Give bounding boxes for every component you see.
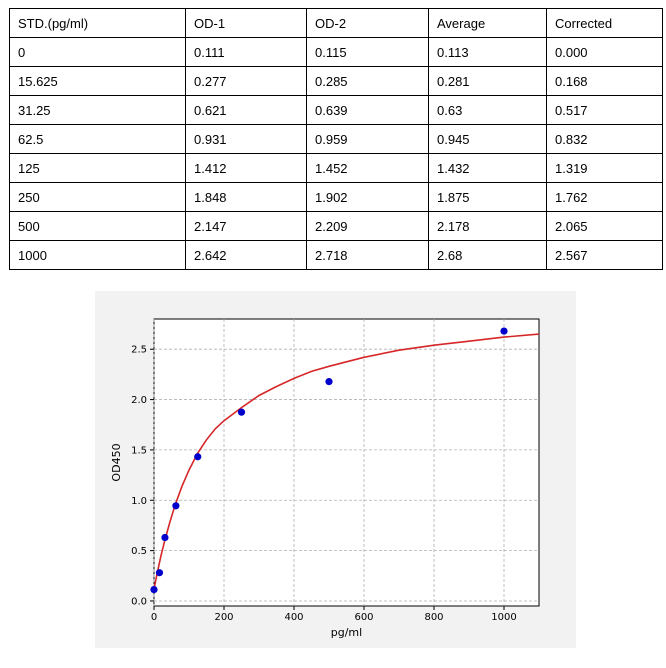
table-row: 125 1.412 1.452 1.432 1.319 <box>9 153 663 183</box>
x-tick-label: 0 <box>151 612 157 623</box>
data-point <box>172 502 180 510</box>
data-point <box>500 327 508 335</box>
table-cell: 0.115 <box>306 37 429 67</box>
table-cell: 0.517 <box>546 95 663 125</box>
table-cell: 2.567 <box>546 240 663 270</box>
table-cell: 0.285 <box>306 66 429 96</box>
table-cell: 1.412 <box>185 153 307 183</box>
y-tick-label: 1.0 <box>131 496 147 507</box>
fit-curve <box>153 333 540 590</box>
table-row: 31.25 0.621 0.639 0.63 0.517 <box>9 95 663 125</box>
table-cell: 2.147 <box>185 211 307 241</box>
x-axis-label: pg/ml <box>331 626 362 639</box>
table-header-row: STD.(pg/ml) OD-1 OD-2 Average Corrected <box>9 8 663 38</box>
grid-lines <box>153 319 539 606</box>
table-cell: 2.642 <box>185 240 307 270</box>
table-cell: 500 <box>9 211 186 241</box>
table-cell: 15.625 <box>9 66 186 96</box>
table-cell: 1000 <box>9 240 186 270</box>
y-tick-label: 0.5 <box>131 546 147 557</box>
table-cell: 0.931 <box>185 124 307 154</box>
x-tick-label: 800 <box>424 612 443 623</box>
data-point <box>237 408 246 416</box>
table-cell: 0 <box>9 37 186 67</box>
x-tick-label: 1000 <box>491 612 516 623</box>
table-cell: 0.639 <box>306 95 429 125</box>
standard-curve-chart: 0 200 400 600 800 1000 0.0 0.5 1.0 1.5 2.0 2.5 pg/m… <box>110 318 540 639</box>
data-point <box>194 453 202 461</box>
table-row: 1000 2.642 2.718 2.68 2.567 <box>9 240 663 270</box>
data-point <box>150 585 158 594</box>
table-row: 15.625 0.277 0.285 0.281 0.168 <box>9 66 663 96</box>
table-cell: 1.762 <box>546 182 663 212</box>
table-cell: 250 <box>9 182 186 212</box>
plot-area <box>153 318 540 607</box>
table-cell: 62.5 <box>9 124 186 154</box>
y-tick-label: 1.5 <box>131 445 147 456</box>
data-points <box>150 327 508 594</box>
x-tick-label: 200 <box>214 612 233 623</box>
column-header: Corrected <box>546 8 663 38</box>
table-cell: 2.68 <box>428 240 547 270</box>
x-tick-label: 400 <box>284 612 303 623</box>
table-cell: 2.718 <box>306 240 429 270</box>
chart-panel: 0 200 400 600 800 1000 0.0 0.5 1.0 1.5 2.0 2.5 pg/m… <box>95 291 576 648</box>
table-cell: 2.209 <box>306 211 429 241</box>
table-cell: 0.959 <box>306 124 429 154</box>
table-cell: 0.945 <box>428 124 547 154</box>
table-cell: 0.000 <box>546 37 663 67</box>
table-cell: 2.065 <box>546 211 663 241</box>
table-cell: 0.621 <box>185 95 307 125</box>
table-row: 0 0.111 0.115 0.113 0.000 <box>9 37 663 67</box>
table-cell: 0.111 <box>185 37 307 67</box>
standard-curve-table: STD.(pg/ml) OD-1 OD-2 Average Corrected 0 0.11… <box>9 8 663 270</box>
table-cell: 0.832 <box>546 124 663 154</box>
table-cell: 1.902 <box>306 182 429 212</box>
table-cell: 0.277 <box>185 66 307 96</box>
data-point <box>325 378 333 386</box>
table-cell: 31.25 <box>9 95 186 125</box>
table-row: 62.5 0.931 0.959 0.945 0.832 <box>9 124 663 154</box>
table-cell: 0.281 <box>428 66 547 96</box>
table-cell: 0.113 <box>428 37 547 67</box>
table-cell: 0.63 <box>428 95 547 125</box>
table-cell: 1.432 <box>428 153 547 183</box>
y-axis-label: OD450 <box>110 443 123 481</box>
data-point <box>161 533 169 542</box>
table-row: 250 1.848 1.902 1.875 1.762 <box>9 182 663 212</box>
y-tick-label: 2.5 <box>131 345 147 356</box>
y-tick-label: 2.0 <box>131 395 147 406</box>
column-header: Average <box>428 8 547 38</box>
table-cell: 0.168 <box>546 66 663 96</box>
table-cell: 2.178 <box>428 211 547 241</box>
data-point <box>155 569 164 577</box>
table-cell: 125 <box>9 153 186 183</box>
table-cell: 1.319 <box>546 153 663 183</box>
axis-ticks: 0 200 400 600 800 1000 0.0 0.5 1.0 1.5 2.0 2.5 <box>131 345 517 623</box>
x-tick-label: 600 <box>354 612 373 623</box>
table-row: 500 2.147 2.209 2.178 2.065 <box>9 211 663 241</box>
column-header: OD-2 <box>306 8 429 38</box>
table-cell: 1.848 <box>185 182 307 212</box>
table-cell: 1.875 <box>428 182 547 212</box>
column-header: OD-1 <box>185 8 307 38</box>
column-header: STD.(pg/ml) <box>9 8 186 38</box>
table-cell: 1.452 <box>306 153 429 183</box>
y-tick-label: 0.0 <box>131 596 147 607</box>
